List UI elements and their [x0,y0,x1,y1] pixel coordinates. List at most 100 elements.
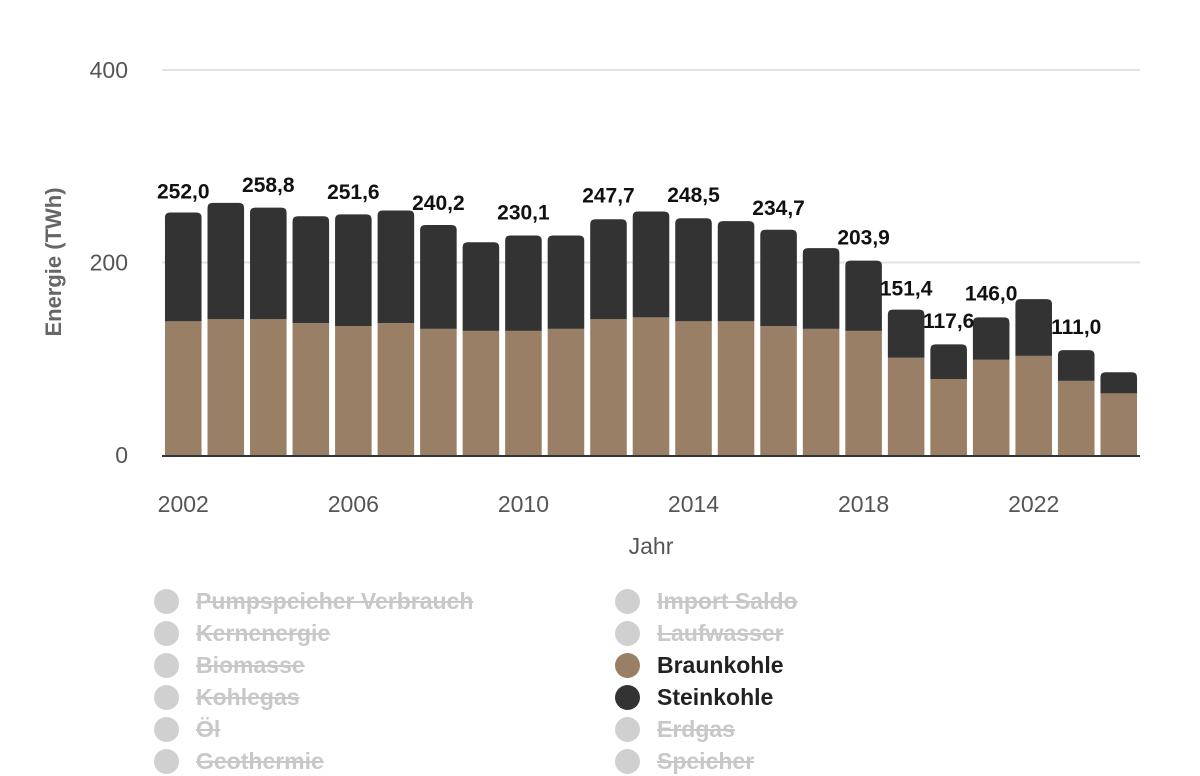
data-label-2002: 252,0 [157,180,210,203]
legend-label: Kohlegas [196,683,300,710]
bar-steinkohle-2024[interactable] [1100,372,1138,394]
data-label-2014: 248,5 [667,184,720,207]
bar-braunkohle-2012[interactable] [590,319,627,455]
stacked-bar-chart: 0 200 400 252,0 258,8 251,6 240,2 230,1 247,7 24… [41,57,1140,559]
data-label-2016: 234,7 [752,197,805,220]
legend-item-pumpspeicher-verbrauch[interactable]: Pumpspeicher Verbrauch [154,586,473,616]
bar-steinkohle-2003[interactable] [207,202,245,320]
x-tick-label: 2022 [1008,491,1059,517]
legend-label: Erdgas [657,715,735,742]
legend-label: Geothermie [196,747,324,774]
legend-dot-icon [615,716,640,742]
bar-steinkohle-2018[interactable] [845,260,882,331]
y-axis-title: Energie (TWh) [41,187,66,336]
legend-item-braunkohle[interactable]: Braunkohle [615,650,784,680]
bar-braunkohle-2019[interactable] [887,357,925,455]
data-label-2004: 258,8 [242,174,295,197]
legend-item-geothermie[interactable]: Geothermie [154,746,324,776]
legend-dot-icon [615,652,640,678]
bar-steinkohle-2014[interactable] [675,218,712,322]
x-axis-ticks: 2002 2006 2010 2014 2018 2022 [158,491,1060,517]
bar-braunkohle-2024[interactable] [1100,393,1138,455]
bar-steinkohle-2004[interactable] [250,207,287,320]
bar-steinkohle-2023[interactable] [1057,350,1095,381]
legend-label: Biomasse [196,651,305,678]
bar-braunkohle-2008[interactable] [420,328,457,455]
y-tick-label: 400 [90,57,128,83]
data-label-2008: 240,2 [412,192,465,215]
data-labels: 252,0 258,8 251,6 240,2 230,1 247,7 248,5 234,7… [157,174,1101,339]
bar-steinkohle-2021[interactable] [972,317,1010,360]
bar-steinkohle-2017[interactable] [802,248,840,329]
legend-dot-icon [154,748,179,774]
bar-braunkohle-2022[interactable] [1015,355,1052,455]
legend-item-laufwasser[interactable]: Laufwasser [615,618,784,648]
legend-item-steinkohle[interactable]: Steinkohle [615,682,773,712]
bar-braunkohle-2010[interactable] [505,330,542,455]
bar-braunkohle-2023[interactable] [1057,380,1095,455]
bar-steinkohle-2009[interactable] [462,242,500,331]
legend-label: Laufwasser [657,619,784,646]
bar-steinkohle-2005[interactable] [292,216,330,324]
legend-dot-icon [154,588,179,614]
legend-label: Pumpspeicher Verbrauch [196,587,474,614]
bars [164,202,1138,455]
legend-dot-icon [154,716,179,742]
legend-dot-icon [615,748,640,774]
data-label-2019: 151,4 [880,277,933,300]
legend-item-biomasse[interactable]: Biomasse [154,650,305,680]
x-tick-label: 2018 [838,491,889,517]
bar-steinkohle-2022[interactable] [1015,299,1052,356]
bar-steinkohle-2016[interactable] [760,229,797,327]
x-tick-label: 2010 [498,491,549,517]
bar-steinkohle-2011[interactable] [547,235,585,329]
legend-item-kohlegas[interactable]: Kohlegas [154,682,300,712]
data-label-2020: 117,6 [923,310,974,333]
legend-item-erdgas[interactable]: Erdgas [615,714,735,744]
bar-braunkohle-2004[interactable] [250,319,287,455]
bar-braunkohle-2009[interactable] [462,330,500,455]
data-label-2012: 247,7 [582,185,635,208]
bar-steinkohle-2019[interactable] [887,309,925,358]
bar-braunkohle-2011[interactable] [547,328,585,455]
bar-braunkohle-2015[interactable] [717,321,755,455]
bar-braunkohle-2007[interactable] [377,323,415,455]
bar-steinkohle-2015[interactable] [717,221,755,322]
data-label-2021: 146,0 [965,282,1018,305]
bar-steinkohle-2012[interactable] [590,219,627,320]
bar-steinkohle-2006[interactable] [335,214,372,327]
legend-dot-icon [615,588,640,614]
legend-label: Kernenergie [196,619,331,646]
bar-braunkohle-2014[interactable] [675,321,712,455]
bar-steinkohle-2010[interactable] [505,235,542,331]
bar-braunkohle-2002[interactable] [164,321,202,455]
x-axis-title: Jahr [629,533,674,559]
legend-dot-icon [615,684,640,710]
legend-item-import-saldo[interactable]: Import Saldo [615,586,798,616]
bar-steinkohle-2020[interactable] [930,344,967,379]
legend-item-öl[interactable]: Öl [154,714,220,744]
legend-item-speicher[interactable]: Speicher [615,746,754,776]
data-label-2018: 203,9 [837,227,890,250]
bar-braunkohle-2020[interactable] [930,378,967,455]
bar-braunkohle-2006[interactable] [335,326,372,455]
legend-label: Speicher [657,747,755,774]
bar-braunkohle-2017[interactable] [802,328,840,455]
bar-steinkohle-2002[interactable] [164,212,202,322]
bar-steinkohle-2008[interactable] [420,224,457,329]
bar-braunkohle-2005[interactable] [292,323,330,455]
legend-item-kernenergie[interactable]: Kernenergie [154,618,330,648]
bar-braunkohle-2016[interactable] [760,326,797,455]
legend-dot-icon [154,620,179,646]
bar-steinkohle-2013[interactable] [632,211,670,318]
bar-braunkohle-2018[interactable] [845,330,882,455]
bar-braunkohle-2003[interactable] [207,319,245,455]
y-tick-label: 0 [115,442,128,468]
bar-braunkohle-2021[interactable] [972,359,1010,455]
bar-steinkohle-2007[interactable] [377,210,415,324]
bar-braunkohle-2013[interactable] [632,317,670,455]
x-tick-label: 2002 [158,491,209,517]
data-label-2023: 111,0 [1051,316,1101,339]
data-label-2010: 230,1 [497,202,550,225]
x-tick-label: 2006 [328,491,379,517]
